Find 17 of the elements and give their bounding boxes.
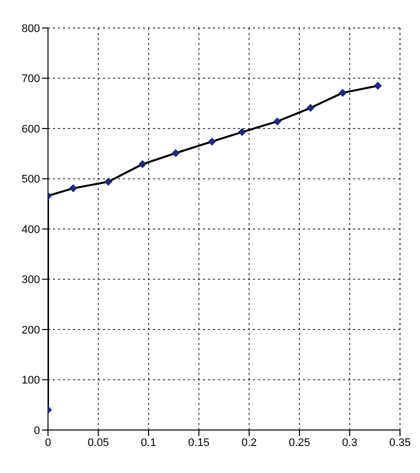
x-tick-label: 0.15 — [188, 436, 210, 449]
x-tick-label: 0.2 — [241, 436, 257, 449]
y-tick-label: 500 — [22, 174, 40, 186]
x-tick-label: 0.3 — [342, 436, 358, 449]
y-tick-label: 600 — [22, 123, 40, 136]
y-tick-label: 200 — [22, 324, 40, 336]
y-tick-label: 400 — [22, 224, 40, 236]
y-tick-label: 0 — [34, 424, 40, 437]
x-tick-label: 0.05 — [88, 436, 109, 449]
y-tick-label: 100 — [22, 374, 40, 387]
x-tick-label: 0.35 — [389, 436, 411, 449]
y-tick-label: 700 — [22, 73, 40, 86]
y-tick-label: 300 — [22, 274, 40, 286]
x-tick-label: 0.25 — [288, 436, 310, 449]
y-tick-label: 800 — [22, 22, 40, 35]
x-tick-label: 0 — [44, 436, 52, 449]
x-tick-label: 0.1 — [140, 436, 156, 449]
